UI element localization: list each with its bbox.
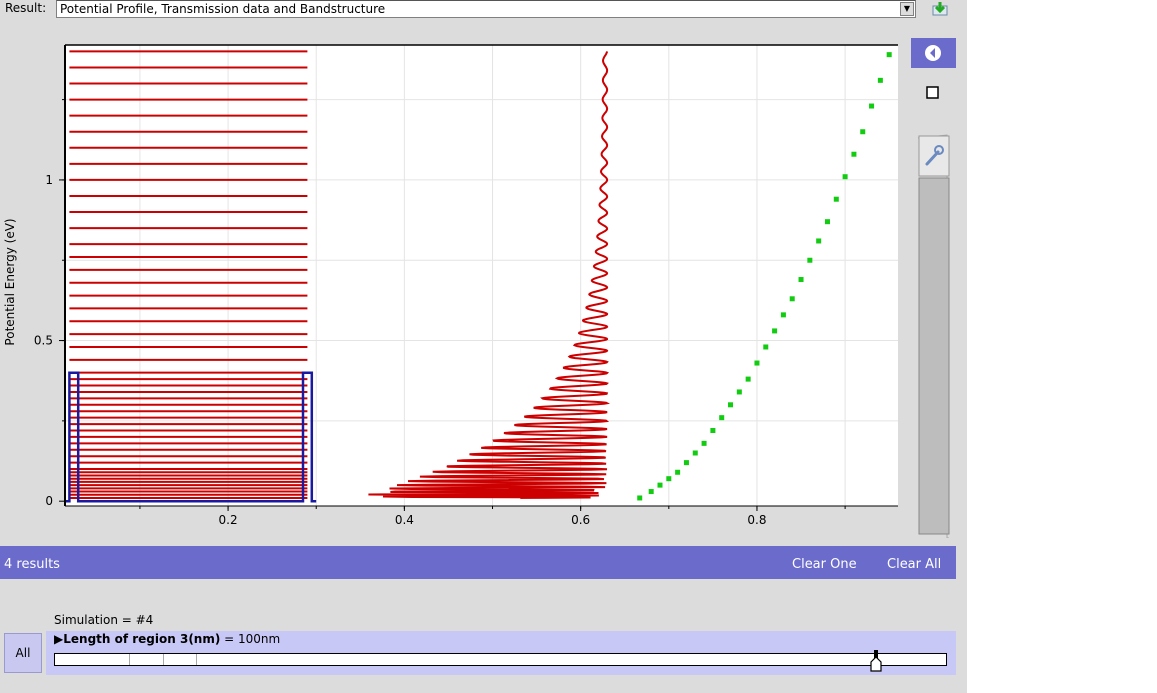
- square-icon[interactable]: [921, 82, 945, 104]
- chart: 0.2 0.4 0.6 0.8 0 0.5 1 Potential Energy (eV): [3, 44, 898, 527]
- slider-thumb[interactable]: [869, 650, 882, 672]
- result-select-value: Potential Profile, Transmission data and…: [60, 2, 386, 16]
- result-label: Result:: [5, 1, 47, 15]
- bandstructure-point: [798, 277, 804, 283]
- bandstructure-point: [657, 482, 663, 488]
- bandstructure-point: [877, 77, 883, 83]
- parameter-label[interactable]: ▶Length of region 3(nm) = 100nm: [54, 632, 280, 646]
- bandstructure-point: [772, 328, 778, 334]
- arrow-left-circle-icon[interactable]: [925, 45, 941, 61]
- y-axis-label: Potential Energy (eV): [3, 218, 17, 345]
- x-tick-label: 0.4: [395, 513, 414, 527]
- x-tick-label: 0.8: [747, 513, 766, 527]
- parameter-value: = 100nm: [220, 632, 281, 646]
- bandstructure-point: [728, 402, 734, 408]
- result-select[interactable]: Potential Profile, Transmission data and…: [56, 0, 916, 18]
- y-tick-label: 0.5: [34, 334, 53, 348]
- bandstructure-point: [648, 489, 654, 495]
- x-tick-label: 0.2: [219, 513, 238, 527]
- slider-tick: [196, 654, 197, 665]
- y-tick-label: 1: [45, 173, 53, 187]
- result-bar: Result: Potential Profile, Transmission …: [0, 0, 967, 20]
- bandstructure-point: [824, 219, 830, 225]
- bandstructure-point: [710, 428, 716, 434]
- bandstructure-point: [833, 196, 839, 202]
- bandstructure-point: [675, 469, 681, 475]
- download-icon[interactable]: [930, 0, 952, 18]
- bandstructure-point: [719, 415, 725, 421]
- bandstructure-point: [780, 312, 786, 318]
- slider-tick: [163, 654, 164, 665]
- bandstructure-point: [851, 151, 857, 157]
- results-count: 4 results: [4, 557, 60, 572]
- all-button[interactable]: All: [4, 633, 42, 673]
- transmission-curve: [368, 51, 610, 499]
- bandstructure-point: [745, 376, 751, 382]
- side-toolbar: [911, 38, 956, 539]
- bandstructure-point: [807, 257, 813, 263]
- bandstructure-point: [683, 460, 689, 466]
- bandstructure-point: [637, 495, 643, 501]
- plot-background: [65, 45, 898, 506]
- clear-one-button[interactable]: Clear One: [792, 557, 857, 572]
- chevron-down-icon[interactable]: ▼: [900, 2, 914, 16]
- x-tick-label: 0.6: [571, 513, 590, 527]
- wrench-icon[interactable]: [925, 145, 944, 166]
- slider-tick: [129, 654, 130, 665]
- y-tick-label: 0: [45, 494, 53, 508]
- parameter-panel: ▶Length of region 3(nm) = 100nm: [46, 631, 956, 675]
- bandstructure-point: [666, 476, 672, 482]
- bandstructure-point: [789, 296, 795, 302]
- results-bar: 4 results Clear One Clear All: [0, 546, 956, 579]
- bandstructure-point: [886, 52, 892, 58]
- bandstructure-point: [701, 440, 707, 446]
- bandstructure-point: [869, 103, 875, 109]
- bandstructure-point: [816, 238, 822, 244]
- bandstructure-point: [842, 174, 848, 180]
- bandstructure-point: [692, 450, 698, 456]
- parameter-slider-track[interactable]: [54, 653, 947, 666]
- parameter-name: Length of region 3(nm): [63, 632, 221, 646]
- bandstructure-point: [763, 344, 769, 350]
- potential-profile-line: [65, 371, 317, 503]
- bandstructure-point: [860, 129, 866, 135]
- bandstructure-point: [754, 360, 760, 366]
- simulation-label: Simulation = #4: [54, 613, 154, 627]
- clear-all-button[interactable]: Clear All: [887, 557, 942, 572]
- side-scroll-panel[interactable]: [918, 177, 950, 535]
- bandstructure-point: [736, 389, 742, 395]
- plot-area: 0.2 0.4 0.6 0.8 0 0.5 1 Potential Energy (eV): [0, 22, 908, 544]
- caret-right-icon[interactable]: ▶: [54, 632, 64, 646]
- app-window: Result: Potential Profile, Transmission …: [0, 0, 967, 693]
